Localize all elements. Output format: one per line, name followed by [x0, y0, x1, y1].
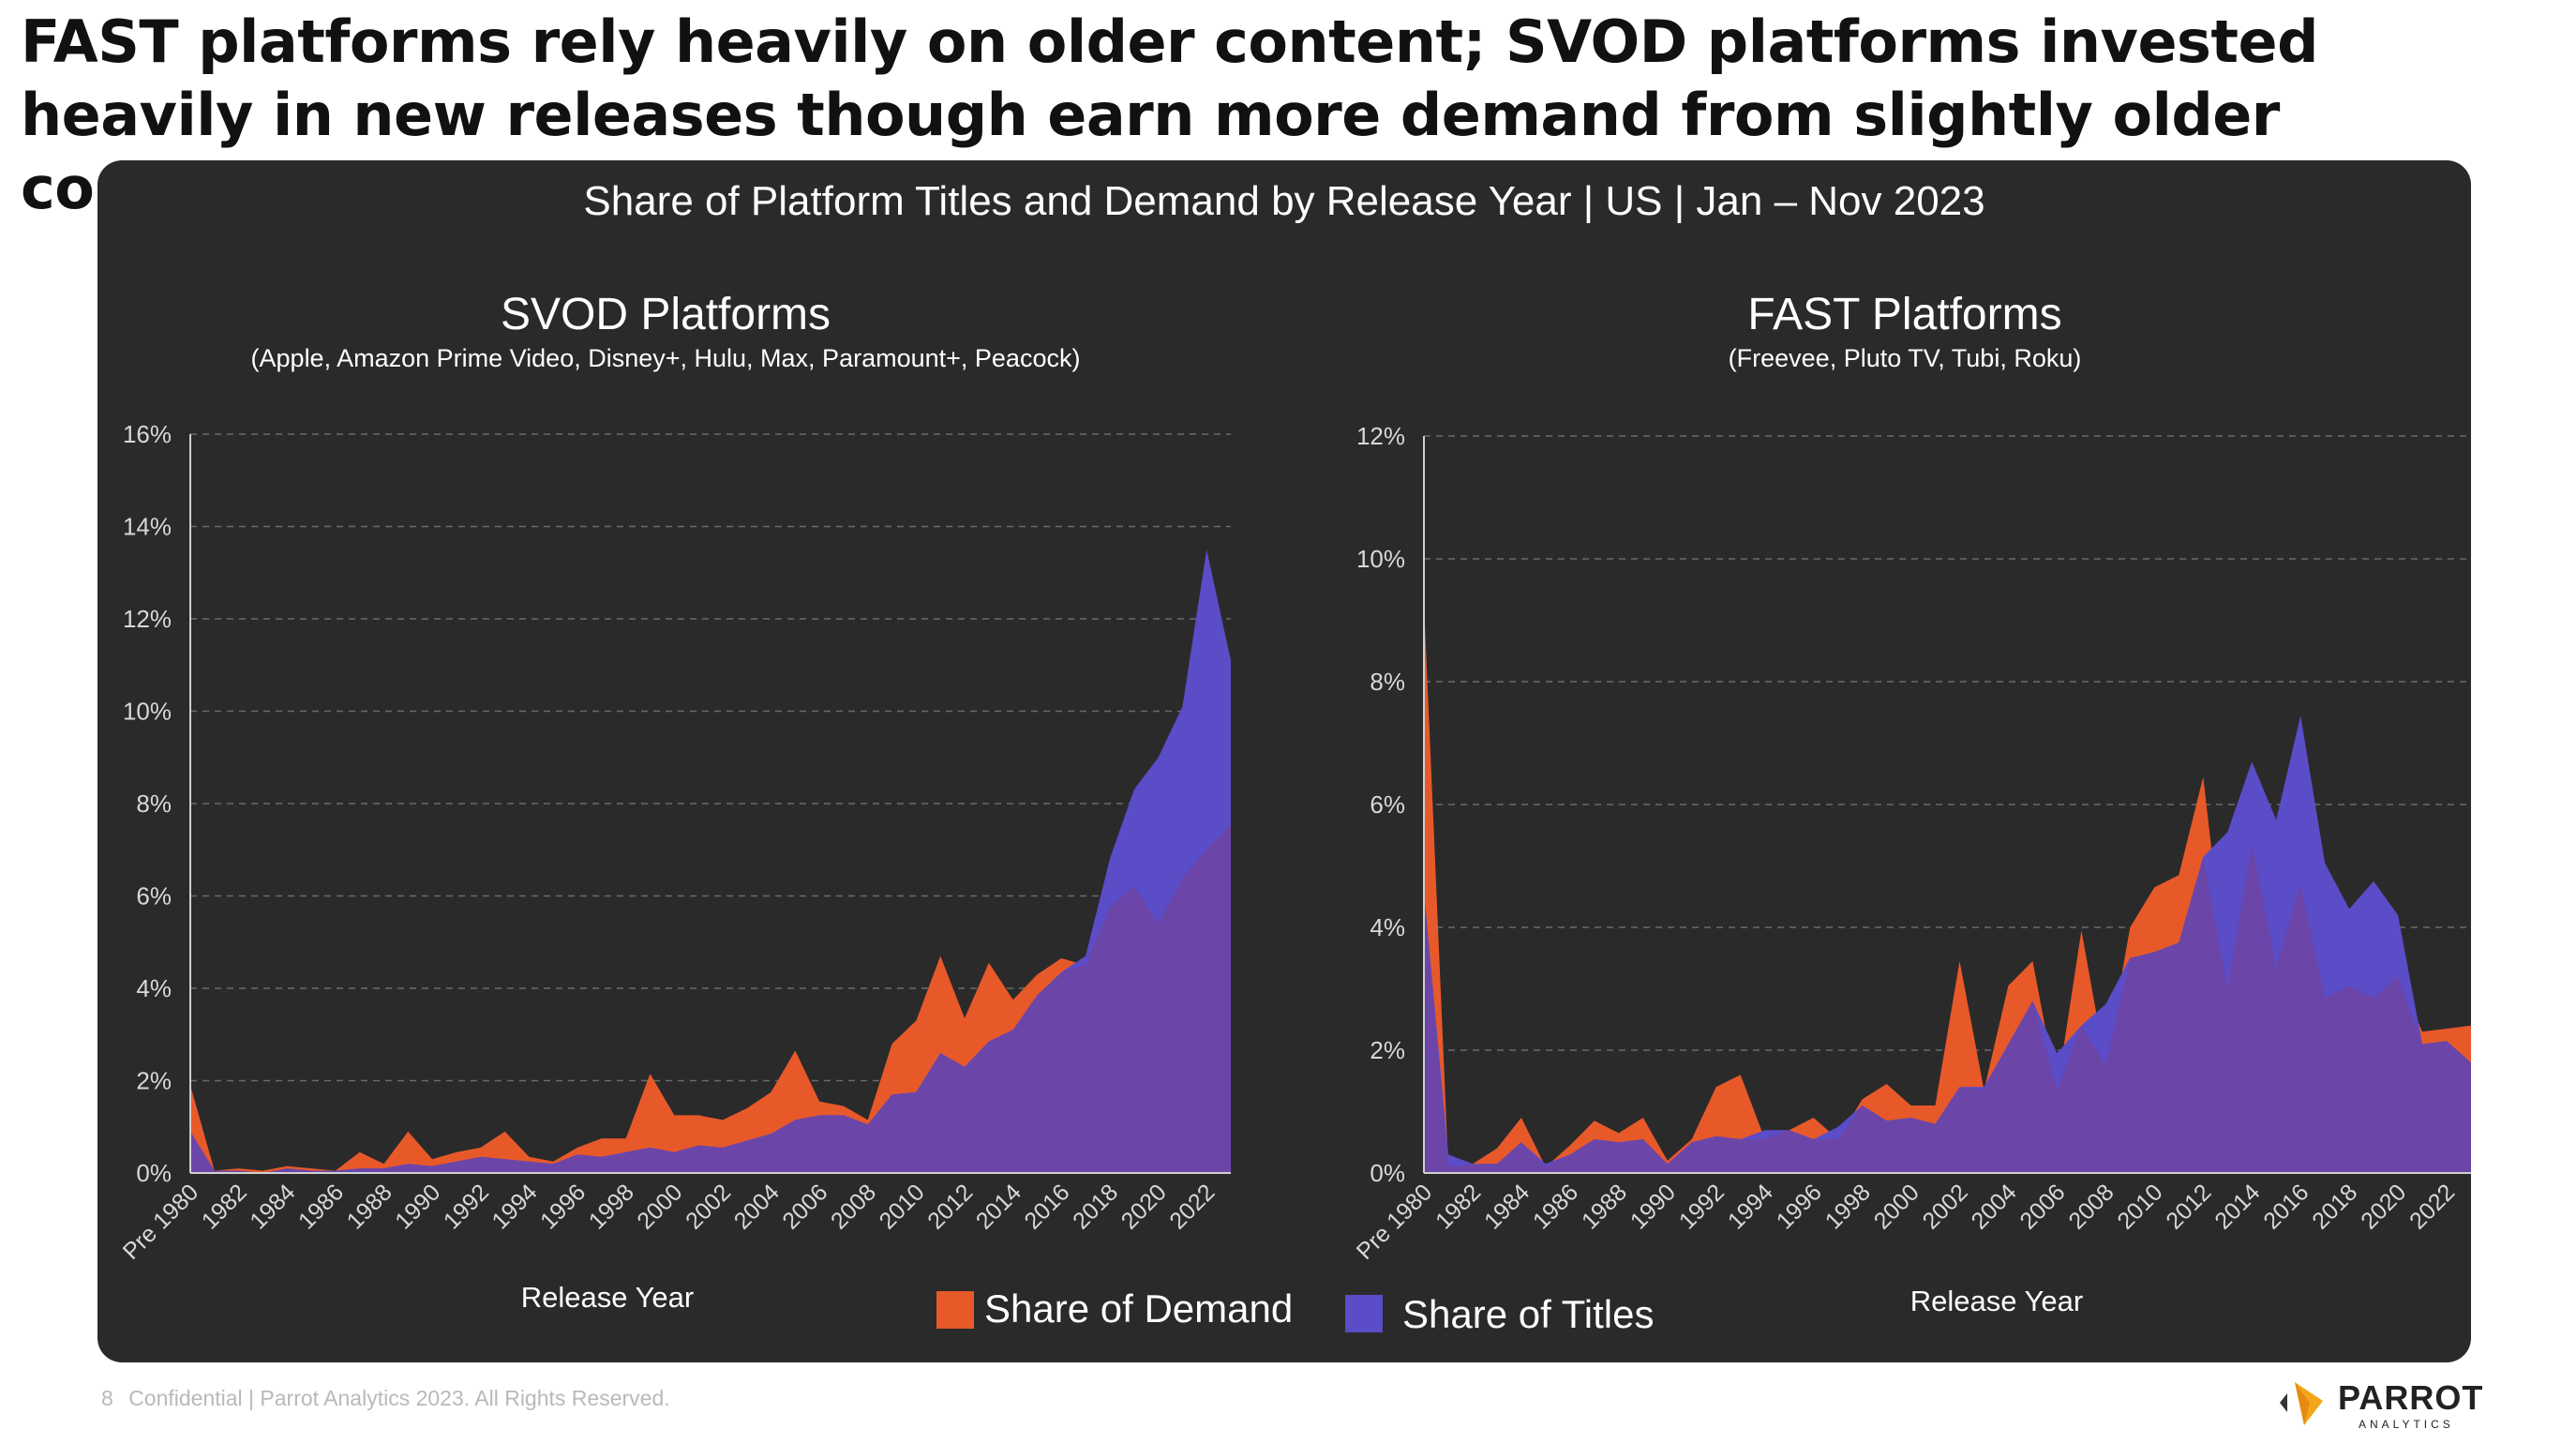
svod-x-tick-label: 1984 [245, 1179, 300, 1234]
svod-x-tick-label: 1994 [487, 1179, 543, 1234]
fast-x-tick-label: 1982 [1430, 1179, 1486, 1234]
fast-chart: FAST Platforms (Freevee, Pluto TV, Tubi,… [1352, 290, 2471, 1317]
fast-x-tick-label: Pre 1980 [1352, 1179, 1438, 1265]
fast-x-tick-label: 1998 [1820, 1179, 1876, 1234]
fast-x-tick-label: 1994 [1723, 1179, 1778, 1234]
svod-overlap-area [190, 824, 1231, 1173]
svod-y-tick-label: 0% [136, 1159, 172, 1187]
svod-x-tick-label: 2008 [826, 1179, 881, 1234]
svod-x-tick-label: Pre 1980 [118, 1179, 204, 1265]
fast-y-tick-label: 10% [1356, 545, 1405, 573]
fast-x-tick-label: 2012 [2161, 1179, 2216, 1234]
fast-x-tick-label: 1996 [1772, 1179, 1827, 1234]
fast-x-tick-label: 2020 [2356, 1179, 2411, 1234]
fast-y-tick-label: 2% [1370, 1036, 1405, 1064]
fast-chart-subtitle: (Freevee, Pluto TV, Tubi, Roku) [1729, 344, 2082, 372]
fast-y-tick-label: 4% [1370, 913, 1405, 941]
fast-x-tick-label: 2000 [1869, 1179, 1925, 1234]
svod-x-tick-label: 2000 [632, 1179, 687, 1234]
svod-y-tick-label: 14% [123, 513, 172, 541]
svod-x-tick-label: 2018 [1068, 1179, 1123, 1234]
svod-x-tick-label: 2016 [1019, 1179, 1074, 1234]
svod-y-tick-label: 12% [123, 605, 172, 633]
svod-x-tick-label: 1998 [584, 1179, 639, 1234]
legend-label-titles: Share of Titles [1402, 1292, 1654, 1336]
legend-swatch-demand [936, 1291, 974, 1329]
svod-x-tick-label: 1982 [197, 1179, 252, 1234]
svod-x-tick-label: 2014 [971, 1179, 1026, 1234]
fast-x-tick-label: 1988 [1577, 1179, 1632, 1234]
fast-x-axis-label: Release Year [1910, 1285, 2083, 1317]
fast-overlap-area [1424, 844, 2471, 1173]
fast-x-tick-label: 2008 [2063, 1179, 2119, 1234]
fast-y-tick-label: 8% [1370, 668, 1405, 696]
fast-x-tick-label: 2006 [2015, 1179, 2071, 1234]
svod-chart-subtitle: (Apple, Amazon Prime Video, Disney+, Hul… [251, 344, 1081, 372]
headline: FAST platforms rely heavily on older con… [21, 8, 2318, 222]
footer: 8 Confidential | Parrot Analytics 2023. … [101, 1386, 670, 1411]
svod-x-tick-label: 2006 [777, 1179, 832, 1234]
svod-x-tick-label: 2012 [922, 1179, 978, 1234]
page-number: 8 [101, 1386, 113, 1410]
fast-x-tick-label: 2022 [2404, 1179, 2460, 1234]
svod-y-tick-label: 4% [136, 974, 172, 1002]
svod-chart-title: SVOD Platforms [501, 290, 831, 339]
svod-y-tick-label: 16% [123, 420, 172, 448]
svod-chart: SVOD Platforms (Apple, Amazon Prime Vide… [118, 290, 1231, 1314]
legend-label-demand: Share of Demand [984, 1286, 1293, 1331]
svod-x-tick-label: 2004 [729, 1179, 785, 1234]
logo-subtext: ANALYTICS [2359, 1418, 2454, 1431]
fast-y-tick-label: 6% [1370, 790, 1405, 819]
fast-chart-title: FAST Platforms [1747, 290, 2061, 339]
fast-x-tick-label: 2018 [2307, 1179, 2362, 1234]
fast-x-tick-label: 2002 [1918, 1179, 1973, 1234]
legend: Share of Demand Share of Titles [936, 1286, 1654, 1336]
fast-x-tick-label: 2010 [2112, 1179, 2167, 1234]
fast-x-tick-label: 1984 [1479, 1179, 1535, 1234]
svod-y-tick-label: 8% [136, 790, 172, 818]
fast-x-tick-label: 2014 [2209, 1179, 2265, 1234]
legend-swatch-titles [1345, 1295, 1383, 1332]
footer-text: Confidential | Parrot Analytics 2023. Al… [128, 1386, 670, 1410]
fast-x-tick-label: 2016 [2258, 1179, 2314, 1234]
fast-y-tick-label: 12% [1356, 422, 1405, 450]
fast-x-tick-label: 1986 [1528, 1179, 1583, 1234]
fast-x-tick-label: 2004 [1967, 1179, 2022, 1234]
panel-title: Share of Platform Titles and Demand by R… [583, 178, 1984, 224]
svod-x-tick-label: 2020 [1116, 1179, 1172, 1234]
svod-y-tick-label: 6% [136, 882, 172, 910]
svod-x-tick-label: 1988 [342, 1179, 397, 1234]
svod-x-tick-label: 1990 [390, 1179, 445, 1234]
svod-x-tick-label: 1992 [439, 1179, 494, 1234]
svod-x-tick-label: 1986 [293, 1179, 349, 1234]
svod-x-tick-label: 2022 [1164, 1179, 1220, 1234]
svod-x-tick-label: 2010 [875, 1179, 930, 1234]
svod-x-tick-label: 1996 [535, 1179, 591, 1234]
fast-x-tick-label: 1990 [1625, 1179, 1681, 1234]
fast-y-tick-label: 0% [1370, 1159, 1405, 1187]
svod-y-tick-label: 10% [123, 698, 172, 726]
logo-wordmark: PARROT [2338, 1378, 2484, 1417]
fast-x-tick-label: 1992 [1674, 1179, 1730, 1234]
svod-x-axis-label: Release Year [521, 1281, 694, 1314]
svod-y-tick-label: 2% [136, 1067, 172, 1095]
svod-x-tick-label: 2002 [681, 1179, 736, 1234]
parrot-logo-icon [2280, 1382, 2323, 1425]
